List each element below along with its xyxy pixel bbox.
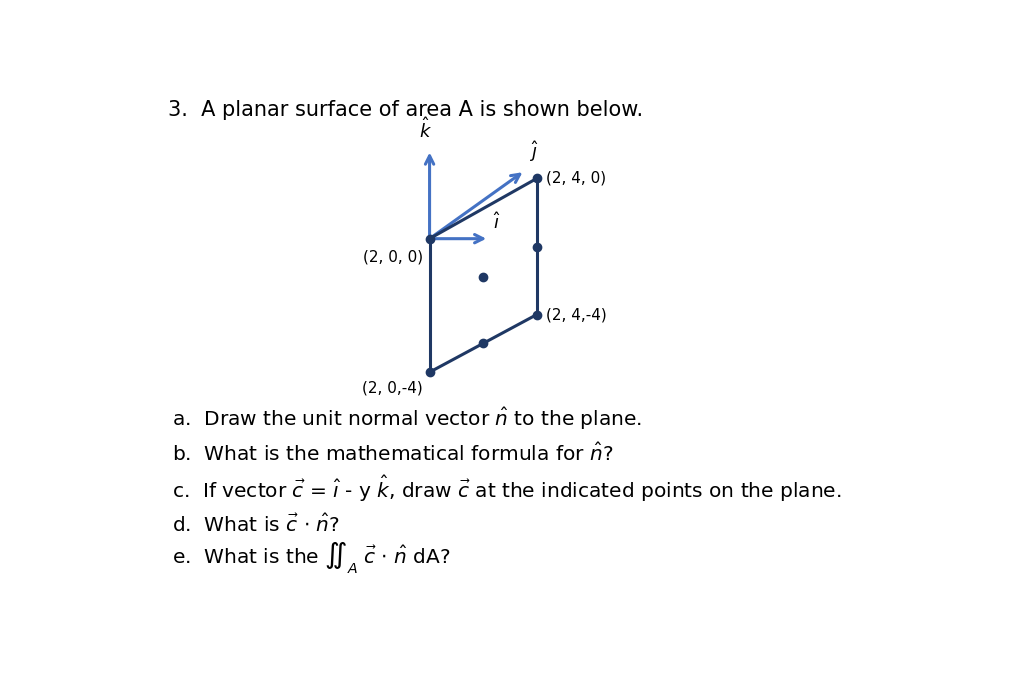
Text: (2, 0, 0): (2, 0, 0): [364, 249, 423, 264]
Text: e.  What is the $\iint_A$ $\vec{c}$ $\cdot$ $\hat{n}$ dA?: e. What is the $\iint_A$ $\vec{c}$ $\cdo…: [172, 540, 451, 576]
Text: $\hat{\imath}$: $\hat{\imath}$: [494, 213, 501, 233]
Text: $\hat{k}$: $\hat{k}$: [419, 117, 432, 142]
Text: (2, 4, 0): (2, 4, 0): [546, 171, 606, 186]
Text: (2, 0,-4): (2, 0,-4): [362, 380, 423, 395]
Text: c.  If vector $\vec{c}$ = $\hat{\imath}$ - y $\hat{k}$, draw $\vec{c}$ at the in: c. If vector $\vec{c}$ = $\hat{\imath}$ …: [172, 475, 841, 505]
Text: d.  What is $\vec{c}$ $\cdot$ $\hat{n}$?: d. What is $\vec{c}$ $\cdot$ $\hat{n}$?: [172, 513, 340, 536]
Text: $\hat{\jmath}$: $\hat{\jmath}$: [528, 139, 539, 165]
Text: b.  What is the mathematical formula for $\hat{n}$?: b. What is the mathematical formula for …: [172, 443, 613, 465]
Text: 3.  A planar surface of area A is shown below.: 3. A planar surface of area A is shown b…: [168, 100, 643, 120]
Text: a.  Draw the unit normal vector $\hat{n}$ to the plane.: a. Draw the unit normal vector $\hat{n}$…: [172, 407, 642, 432]
Text: (2, 4,-4): (2, 4,-4): [546, 307, 607, 322]
